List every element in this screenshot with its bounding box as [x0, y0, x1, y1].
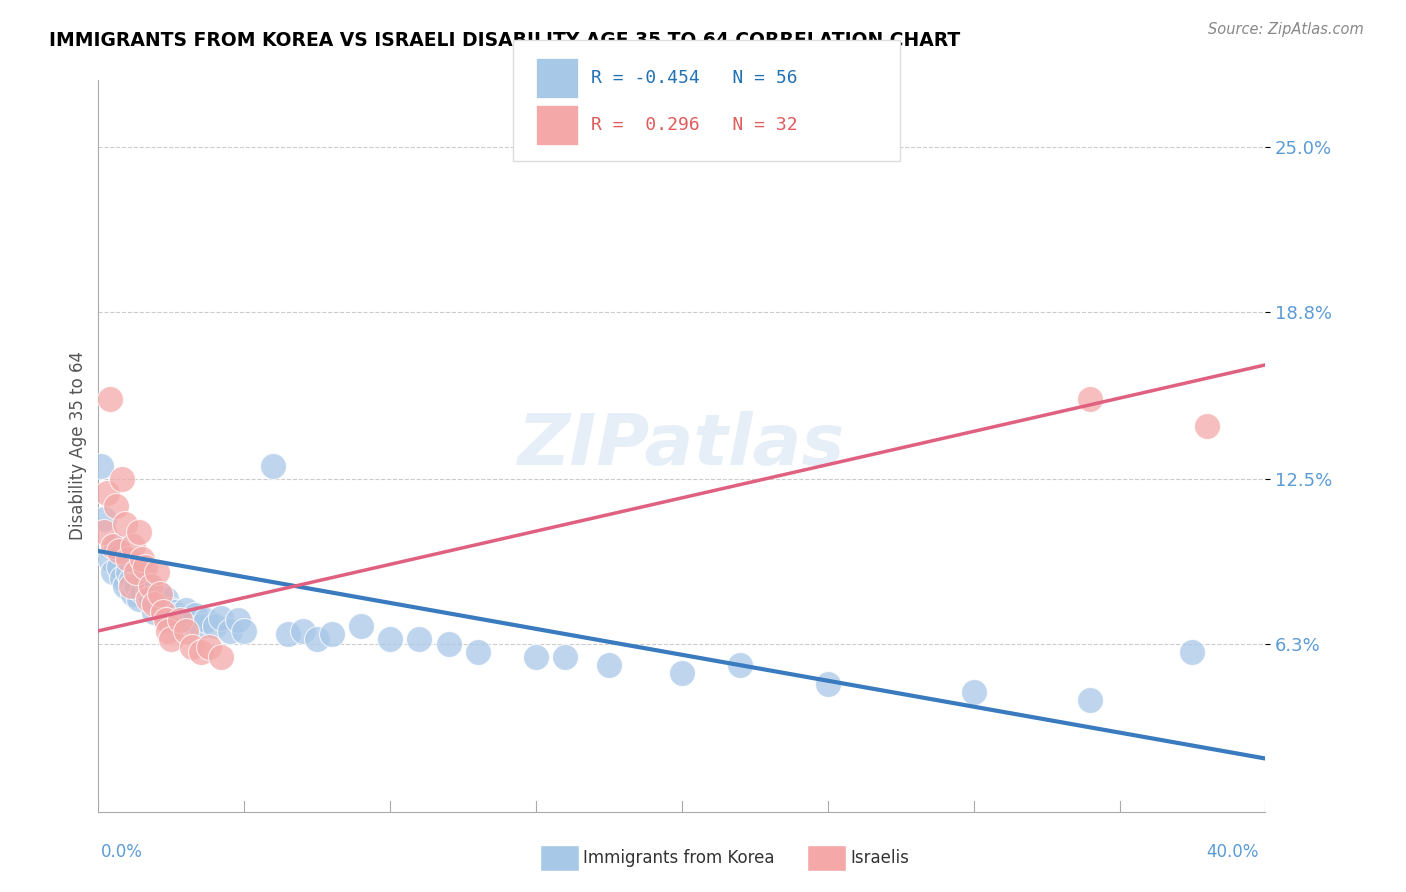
Point [962, 685, 984, 699]
Point [380, 632, 402, 646]
Point [291, 624, 314, 638]
Point [598, 658, 620, 673]
Point [136, 586, 159, 600]
Point [209, 650, 232, 665]
Point [136, 591, 159, 606]
Point [114, 579, 136, 593]
Point [228, 613, 250, 627]
Point [321, 626, 343, 640]
Point [90, 458, 112, 473]
Point [155, 613, 177, 627]
Point [262, 458, 284, 473]
Point [98, 552, 121, 566]
Point [117, 566, 139, 580]
Point [524, 650, 547, 665]
Point [1181, 645, 1204, 659]
Point [152, 602, 174, 616]
Text: Source: ZipAtlas.com: Source: ZipAtlas.com [1208, 22, 1364, 37]
Point [437, 637, 460, 651]
Point [93, 525, 115, 540]
Point [120, 574, 142, 588]
Point [198, 640, 221, 654]
Point [122, 586, 145, 600]
Point [195, 613, 218, 627]
Text: Immigrants from Korea: Immigrants from Korea [583, 849, 775, 867]
Point [817, 677, 839, 691]
Point [104, 499, 127, 513]
Point [350, 618, 373, 632]
Text: 0.0%: 0.0% [101, 843, 143, 861]
Point [125, 579, 148, 593]
Point [146, 597, 169, 611]
Point [117, 552, 139, 566]
Point [169, 613, 191, 627]
Point [233, 624, 256, 638]
Point [122, 539, 145, 553]
Point [174, 602, 197, 616]
Point [408, 632, 430, 646]
Point [1195, 419, 1218, 434]
Point [93, 512, 115, 526]
Point [139, 579, 162, 593]
Point [157, 613, 180, 627]
Point [160, 632, 183, 646]
Point [307, 632, 329, 646]
Point [209, 610, 232, 624]
Point [1080, 392, 1102, 407]
Point [96, 485, 118, 500]
Point [142, 597, 165, 611]
Text: R = -0.454   N = 56: R = -0.454 N = 56 [591, 69, 797, 87]
Point [131, 552, 153, 566]
Point [180, 640, 202, 654]
Point [149, 586, 172, 600]
Point [204, 618, 226, 632]
Point [134, 571, 156, 585]
Point [169, 610, 191, 624]
Point [152, 605, 174, 619]
Text: ZIPatlas: ZIPatlas [519, 411, 845, 481]
Point [128, 591, 150, 606]
Point [146, 566, 169, 580]
Point [104, 539, 127, 553]
Point [155, 591, 177, 606]
Point [177, 613, 200, 627]
Point [108, 560, 131, 574]
Point [160, 602, 183, 616]
Point [554, 650, 576, 665]
Point [142, 605, 165, 619]
Point [166, 607, 188, 622]
Point [163, 605, 186, 619]
Point [120, 579, 142, 593]
Text: 40.0%: 40.0% [1206, 843, 1258, 861]
Point [190, 618, 212, 632]
Point [125, 566, 148, 580]
Point [111, 472, 134, 486]
Point [149, 586, 172, 600]
Point [108, 544, 131, 558]
Point [131, 584, 153, 599]
Point [174, 624, 197, 638]
Point [157, 624, 180, 638]
Point [467, 645, 489, 659]
Point [128, 525, 150, 540]
Point [190, 645, 212, 659]
Point [671, 666, 693, 681]
Text: R =  0.296   N = 32: R = 0.296 N = 32 [591, 116, 797, 134]
Text: Israelis: Israelis [851, 849, 910, 867]
Point [114, 517, 136, 532]
Y-axis label: Disability Age 35 to 64: Disability Age 35 to 64 [69, 351, 87, 541]
Point [101, 566, 124, 580]
Point [111, 571, 134, 585]
Point [183, 607, 205, 622]
Point [139, 591, 162, 606]
Point [101, 539, 124, 553]
Point [218, 624, 240, 638]
Point [134, 560, 156, 574]
Point [98, 392, 121, 407]
Text: IMMIGRANTS FROM KOREA VS ISRAELI DISABILITY AGE 35 TO 64 CORRELATION CHART: IMMIGRANTS FROM KOREA VS ISRAELI DISABIL… [49, 31, 960, 50]
Point [1080, 693, 1102, 707]
Point [277, 626, 299, 640]
Point [730, 658, 752, 673]
